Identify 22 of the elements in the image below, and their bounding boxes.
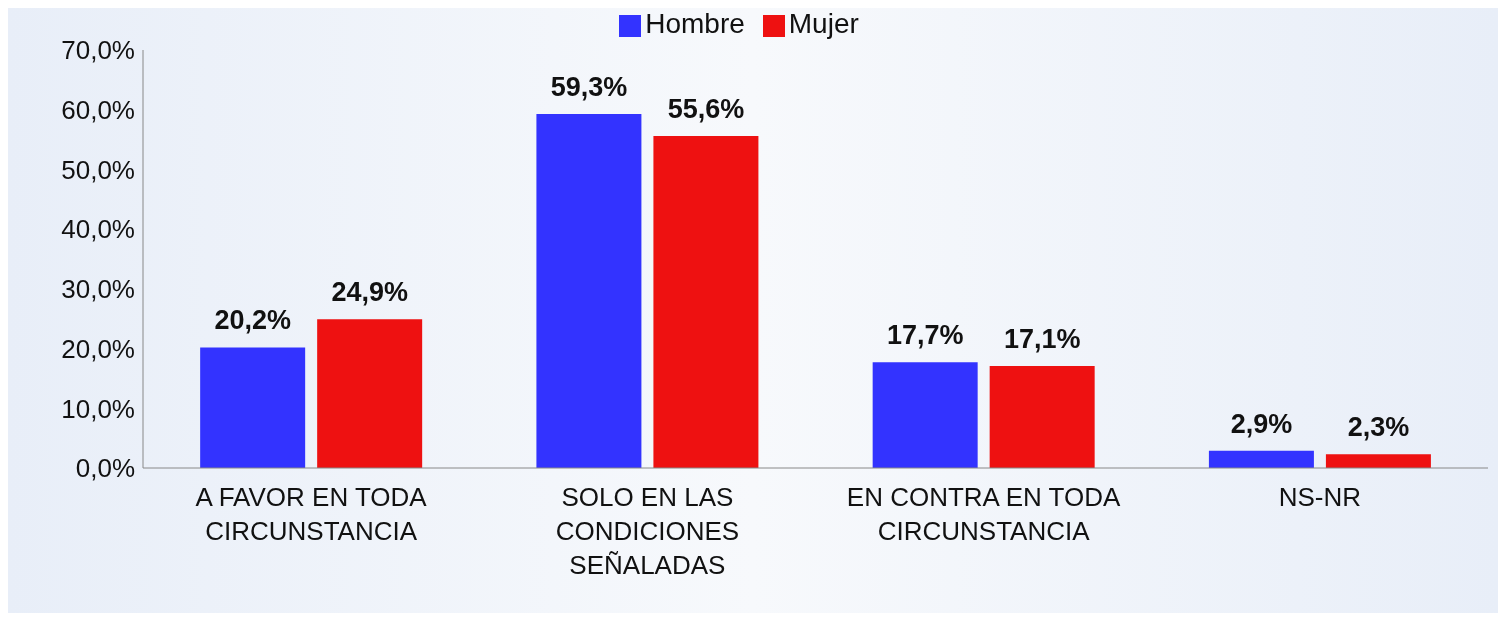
data-label: 2,9%: [1230, 408, 1293, 439]
y-tick-label: 60,0%: [61, 94, 135, 125]
data-label: 59,3%: [550, 71, 628, 102]
y-tick-label: 20,0%: [61, 333, 135, 364]
y-tick-label: 50,0%: [61, 154, 135, 185]
data-label: 20,2%: [214, 305, 291, 336]
data-label: 24,9%: [331, 277, 408, 308]
x-tick-label: A FAVOR EN TODA CIRCUNSTANCIA: [195, 482, 428, 546]
data-label: 2,3%: [1347, 412, 1410, 443]
y-tick-label: 30,0%: [61, 274, 135, 305]
data-label: 55,6%: [667, 93, 745, 124]
x-tick-label: SOLO EN LAS CONDICIONES SEÑALADAS: [555, 482, 740, 580]
data-label: 17,7%: [886, 320, 964, 351]
y-tick-label: 40,0%: [61, 214, 135, 245]
data-label: 17,1%: [1003, 323, 1081, 354]
x-tick-label: EN CONTRA EN TODA CIRCUNSTANCIA: [846, 482, 1122, 546]
y-tick-label: 70,0%: [61, 35, 135, 66]
x-tick-label: NS-NR: [1278, 482, 1362, 512]
y-tick-label: 0,0%: [75, 453, 135, 484]
legend-label: Hombre: [645, 8, 745, 39]
y-tick-label: 10,0%: [61, 393, 135, 424]
legend-label: Mujer: [788, 8, 859, 39]
